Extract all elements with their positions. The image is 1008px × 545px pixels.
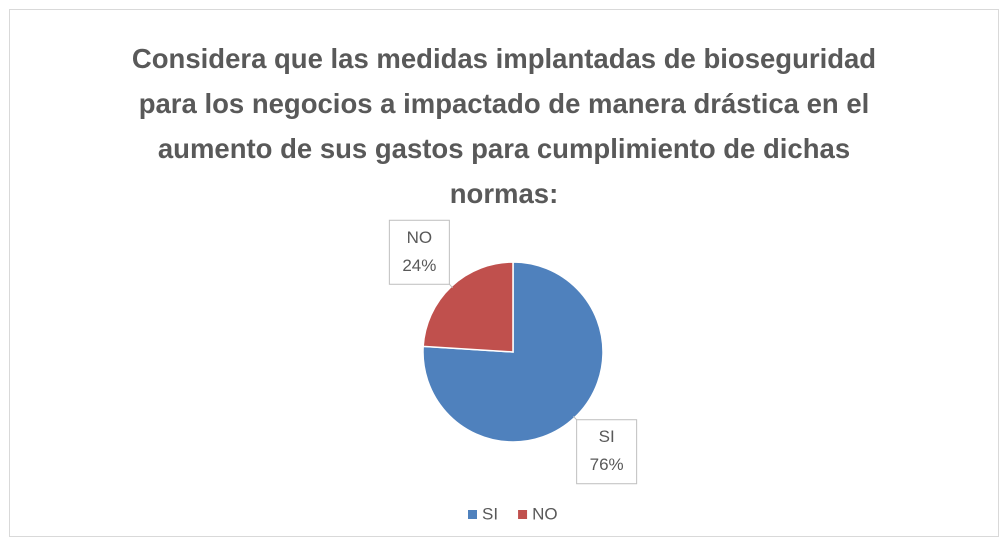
data-label-value: 76%: [590, 455, 624, 474]
data-label-category: NO: [407, 228, 433, 247]
legend-swatch: [518, 510, 528, 519]
legend-swatch: [468, 510, 477, 519]
data-label-box: [388, 219, 450, 285]
data-label-category: SI: [599, 427, 615, 446]
chart-title: Considera que las medidas implantadas de…: [131, 43, 877, 209]
legend-label: SI: [482, 504, 498, 523]
legend-label: NO: [532, 504, 558, 523]
data-label-value: 24%: [402, 256, 436, 275]
data-label-box: [576, 419, 638, 485]
